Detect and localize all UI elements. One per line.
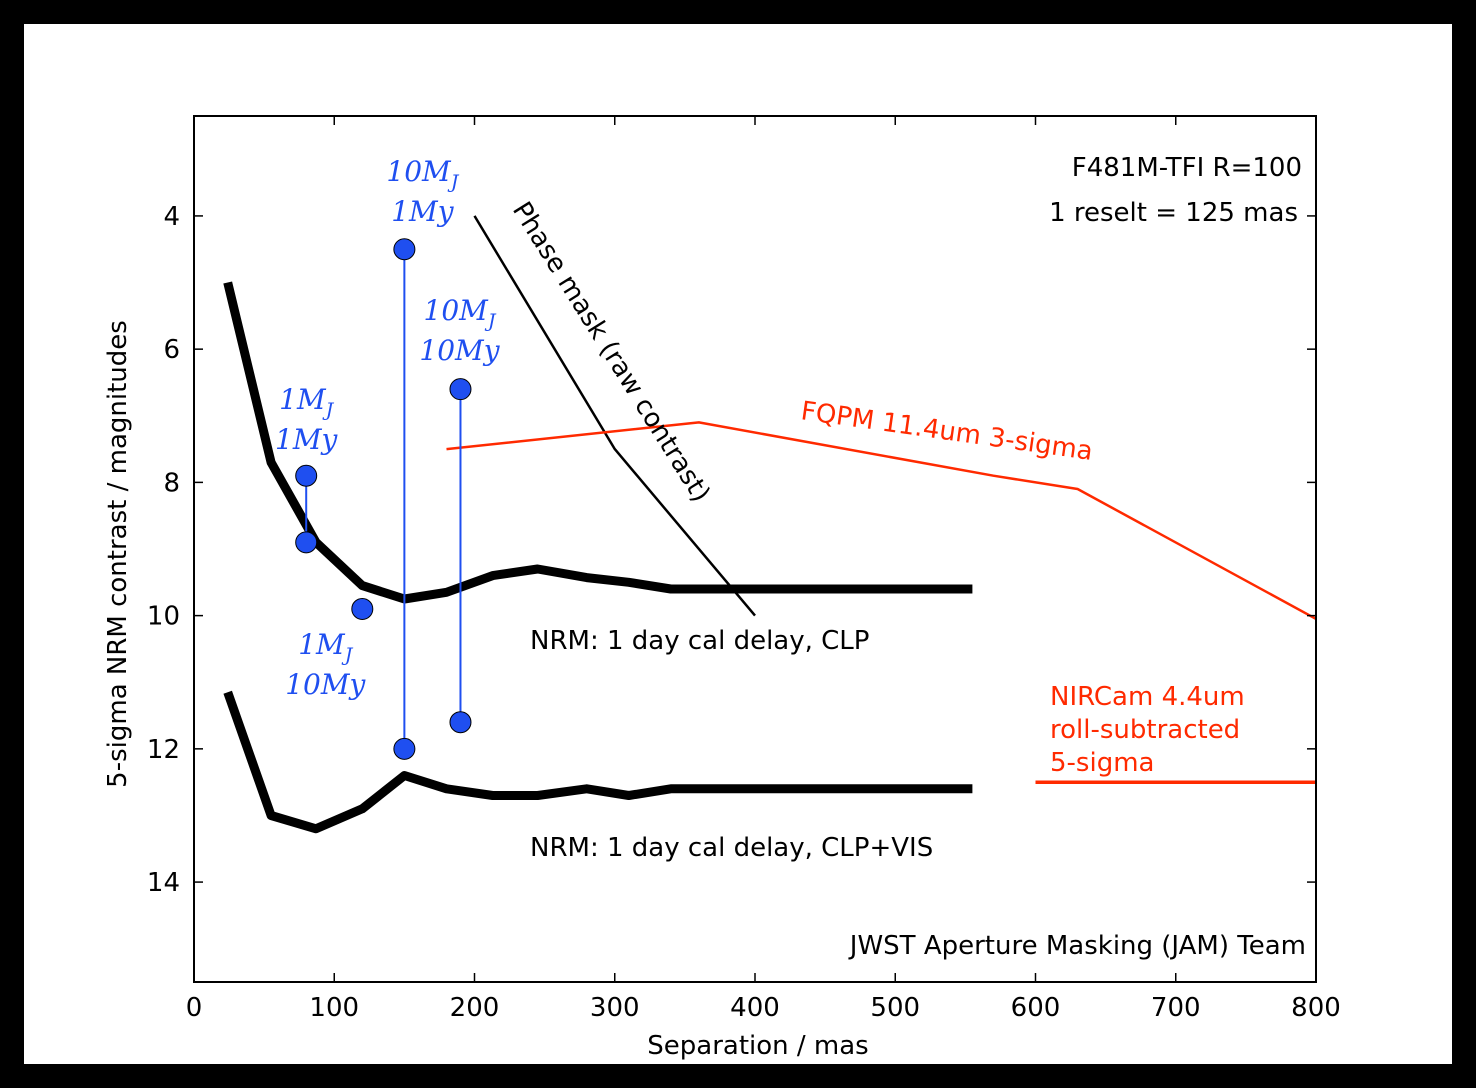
planet-marker <box>295 464 318 487</box>
x-tick-label: 200 <box>450 993 500 1023</box>
x-tick-label: 800 <box>1291 993 1341 1023</box>
planet-label: 1My <box>391 195 454 228</box>
filter-note: F481M-TFI R=100 <box>1072 153 1302 183</box>
nircam-label-line3: 5-sigma <box>1050 748 1154 778</box>
planet-label: 1My <box>275 423 338 456</box>
x-tick-label: 400 <box>730 993 780 1023</box>
y-tick-label: 8 <box>163 468 180 498</box>
series-line-2 <box>473 215 756 617</box>
x-tick-label: 700 <box>1151 993 1201 1023</box>
credit-label: JWST Aperture Masking (JAM) Team <box>848 931 1306 961</box>
x-axis-label: Separation / mas <box>647 1031 868 1061</box>
ticks-layer: 0 100 200 300 400 500 600 700 800 4 6 8 10 12 14 <box>147 116 1341 1023</box>
planet-marker <box>449 711 472 734</box>
planet-label: 10My <box>285 668 366 701</box>
x-tick-label: 500 <box>870 993 920 1023</box>
y-axis-label: 5-sigma NRM contrast / magnitudes <box>103 320 133 788</box>
y-tick-label: 14 <box>147 868 180 898</box>
y-tick-label: 6 <box>163 335 180 365</box>
planet-marker <box>449 378 472 401</box>
series-line-0 <box>223 281 973 604</box>
x-tick-label: 600 <box>1011 993 1061 1023</box>
planet-label: 1MJ <box>298 628 353 666</box>
reselt-note: 1 reselt = 125 mas <box>1049 198 1298 228</box>
y-tick-label: 10 <box>147 602 180 632</box>
fqpm-label: FQPM 11.4um 3-sigma <box>799 396 1095 467</box>
planet-marker <box>351 597 374 620</box>
nircam-label-line2: roll-subtracted <box>1050 715 1240 745</box>
nircam-label-line1: NIRCam 4.4um <box>1050 682 1245 712</box>
x-tick-label: 100 <box>309 993 359 1023</box>
nrm-clpvis-label: NRM: 1 day cal delay, CLP+VIS <box>530 833 933 863</box>
y-tick-label: 4 <box>163 202 180 232</box>
planet-marker <box>295 531 318 554</box>
series-line-1 <box>223 690 973 834</box>
nrm-clp-label: NRM: 1 day cal delay, CLP <box>530 626 869 656</box>
planet-label: 10My <box>419 334 500 367</box>
x-tick-label: 300 <box>590 993 640 1023</box>
planet-marker <box>393 238 416 261</box>
y-tick-label: 12 <box>147 735 180 765</box>
planet-label: 10MJ <box>386 155 459 193</box>
series-layer <box>223 215 1316 834</box>
phase-mask-label: Phase mask (raw contrast) <box>506 197 716 508</box>
figure-canvas: 1MJ 1My 1MJ 10My 10MJ 1My 10MJ 10My 0 100 200 300 4… <box>24 24 1452 1064</box>
x-tick-label: 0 <box>186 993 203 1023</box>
planet-label: 10MJ <box>424 294 497 332</box>
series-line-3 <box>446 421 1316 620</box>
planet-marker <box>393 737 416 760</box>
planet-label: 1MJ <box>279 383 334 421</box>
